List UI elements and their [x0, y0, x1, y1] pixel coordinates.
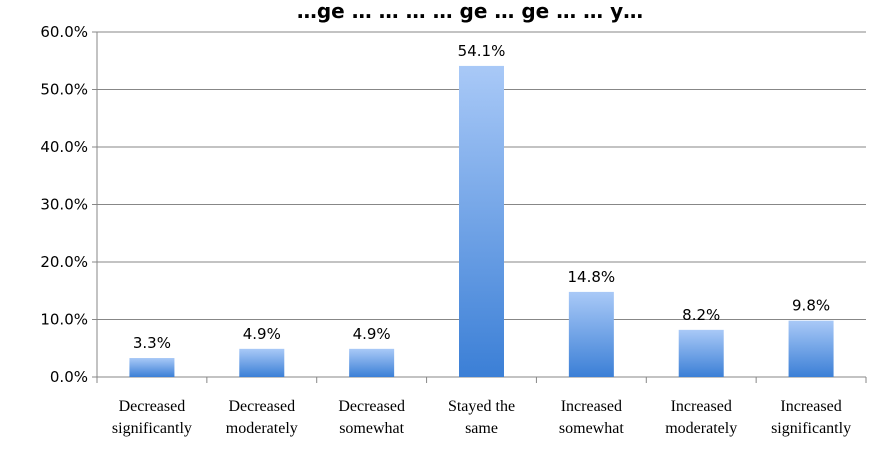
x-tick-label: Increased moderately [665, 398, 737, 437]
x-tick-label: Increased significantly [771, 398, 851, 437]
x-tick-label: Increased somewhat [559, 398, 624, 437]
x-tick-label: Decreased somewhat [338, 398, 405, 437]
x-tick-label: Decreased significantly [112, 398, 192, 437]
data-label: 54.1% [458, 42, 506, 60]
x-tick-label: Decreased moderately [226, 398, 298, 437]
y-tick-label: 0.0% [50, 368, 88, 386]
data-label: 4.9% [353, 325, 391, 343]
y-tick-label: 40.0% [40, 138, 88, 156]
y-tick-label: 50.0% [40, 81, 88, 99]
y-tick-label: 20.0% [40, 253, 88, 271]
labels: 0.0% 10.0% 20.0% 30.0% 40.0% 50.0% 60.0% 3.3% De… [40, 23, 851, 437]
x-tick-label: Stayed the same [448, 398, 515, 437]
data-label: 3.3% [133, 334, 171, 352]
y-tick-label: 30.0% [40, 196, 88, 214]
bar [788, 320, 834, 377]
bar [239, 348, 285, 377]
bar [459, 65, 504, 378]
y-tick-label: 60.0% [40, 23, 88, 41]
data-label: 8.2% [682, 306, 720, 324]
chart-title: …ge … … … … ge … ge … … y… [297, 0, 643, 23]
y-tick-label: 10.0% [40, 311, 88, 329]
data-label: 9.8% [792, 297, 830, 315]
bar [678, 329, 724, 377]
bar [568, 291, 614, 377]
data-label: 4.9% [243, 325, 281, 343]
data-label: 14.8% [568, 268, 616, 286]
bars [129, 65, 834, 378]
bar [349, 348, 395, 377]
bar [129, 358, 175, 377]
